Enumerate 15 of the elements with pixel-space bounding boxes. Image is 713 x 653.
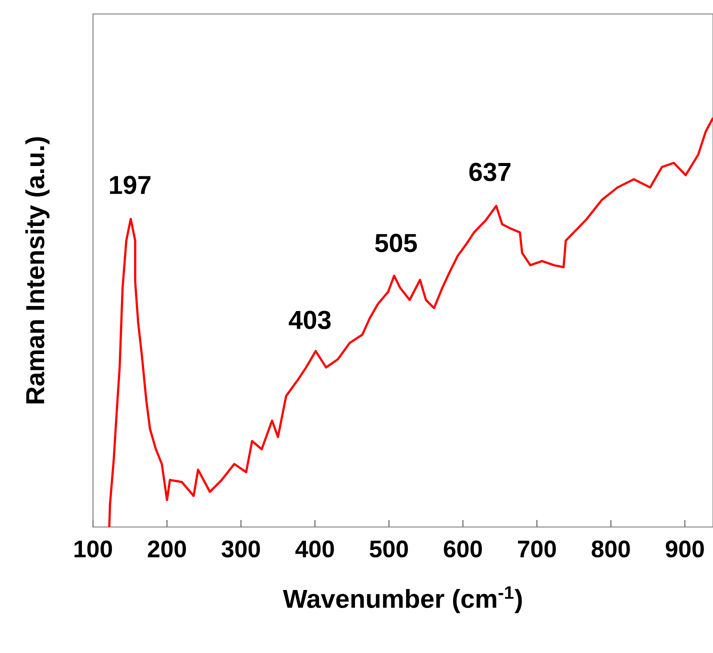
y-axis-title: Raman Intensity (a.u.) <box>25 137 50 404</box>
annotation: 505 <box>375 234 417 252</box>
x-tick-label: 100 <box>74 540 112 558</box>
x-tick-label: 600 <box>444 540 482 558</box>
annotation: 403 <box>288 310 331 330</box>
annotation: 637 <box>469 162 510 182</box>
x-tick-label: 900 <box>666 540 704 558</box>
x-tick-label: 300 <box>222 540 260 558</box>
x-tick-label: 200 <box>148 540 186 558</box>
x-tick-label: 400 <box>295 540 334 558</box>
x-tick-label: 500 <box>370 540 408 558</box>
annotation: 197 <box>110 176 150 194</box>
x-tick-label: 800 <box>592 540 630 558</box>
x-tick-label: 700 <box>518 540 556 558</box>
x-axis-title: Wavenumber (cm$^{-1}$) <box>282 586 522 614</box>
